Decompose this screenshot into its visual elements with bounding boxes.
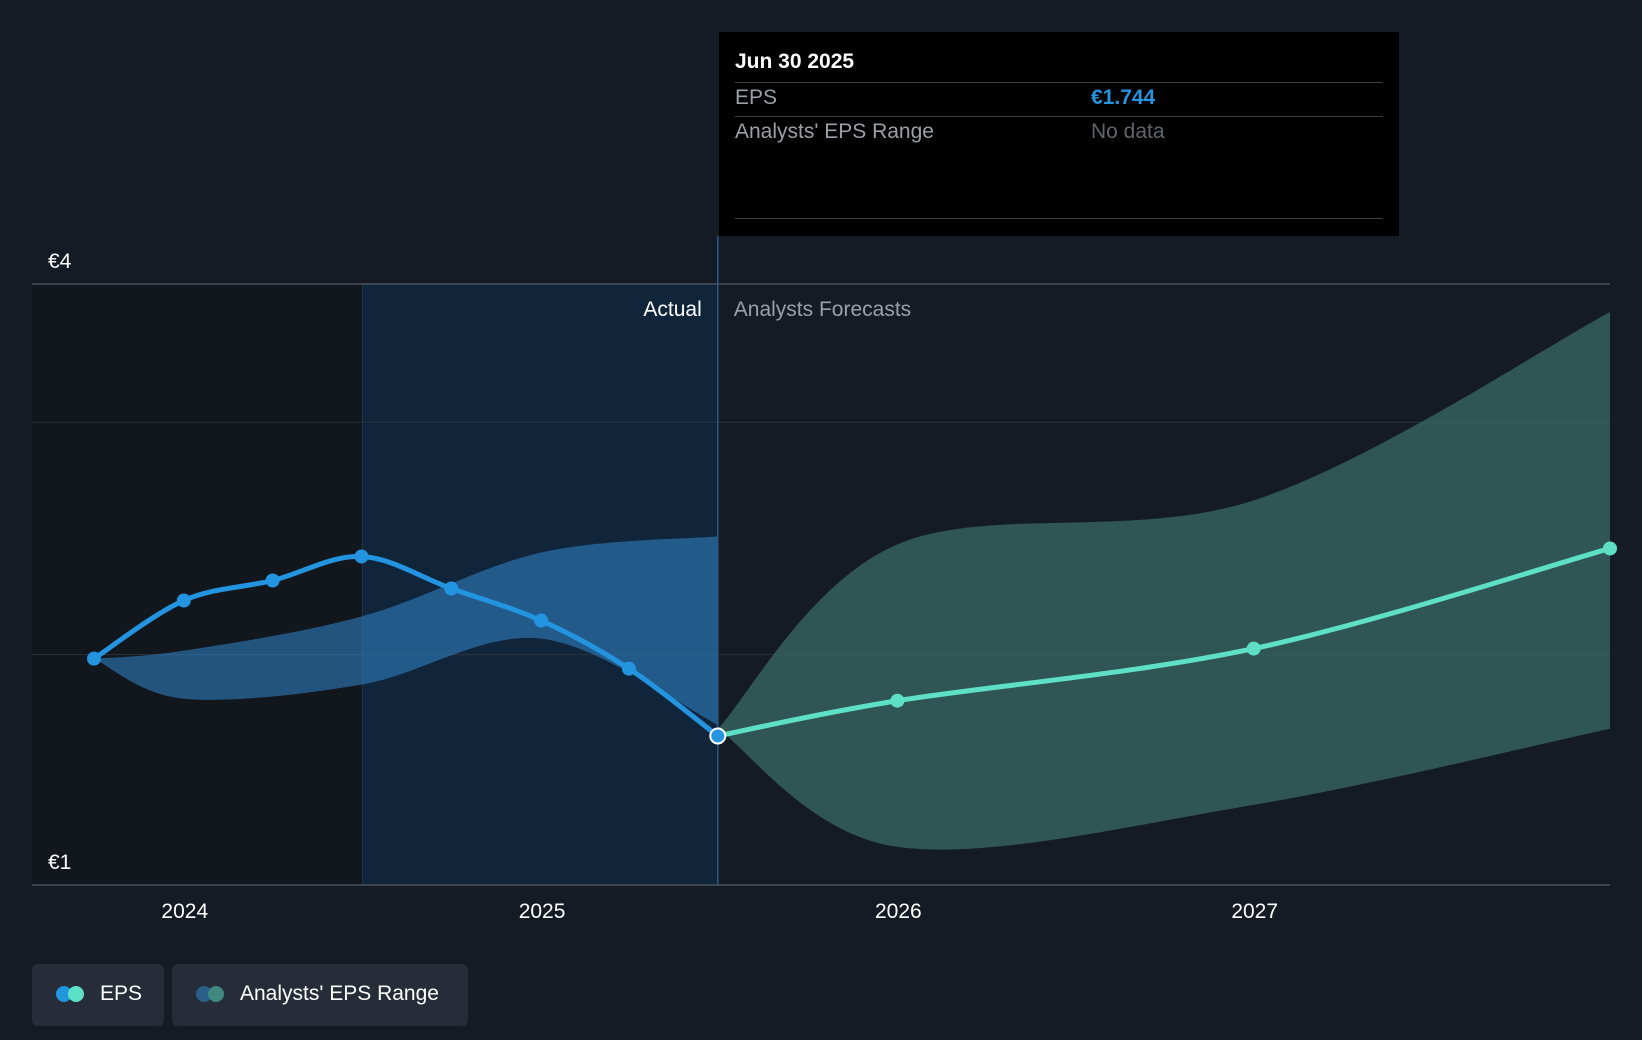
tooltip: Jun 30 2025 EPS €1.744 Analysts' EPS Ran… — [719, 32, 1399, 236]
data-point — [444, 581, 459, 596]
data-point — [621, 661, 636, 676]
legend-dot — [208, 986, 224, 1002]
data-point — [1246, 641, 1261, 656]
actual-range-band — [94, 536, 718, 725]
data-point — [354, 549, 369, 564]
tooltip-divider — [735, 116, 1383, 117]
data-point — [265, 573, 280, 588]
past-region — [32, 284, 363, 885]
data-point — [534, 613, 549, 628]
tooltip-divider — [735, 218, 1383, 219]
data-point — [87, 651, 101, 666]
highlighted-point — [709, 727, 727, 745]
range-legend-icon — [196, 986, 228, 1002]
legend-label: Analysts' EPS Range — [240, 982, 439, 1005]
legend-dot — [68, 986, 84, 1002]
tooltip-divider — [735, 82, 1383, 83]
y-tick-label: €4 — [48, 250, 72, 273]
forecast-range-band — [717, 312, 1610, 850]
tooltip-eps-label: EPS — [735, 86, 778, 109]
eps-forecast-line — [715, 545, 1613, 739]
legend-label: EPS — [100, 982, 143, 1005]
actual-label: Actual — [643, 298, 701, 321]
legend-item-range[interactable]: Analysts' EPS Range — [172, 964, 468, 1026]
eps-legend-icon — [56, 986, 88, 1002]
x-tick-label: 2024 — [161, 900, 208, 923]
forecast-label: Analysts Forecasts — [734, 298, 911, 321]
y-tick-label: €1 — [48, 851, 71, 874]
x-tick-label: 2027 — [1231, 900, 1278, 923]
data-point — [890, 693, 905, 708]
x-tick-label: 2026 — [875, 900, 922, 923]
data-point — [176, 593, 191, 608]
tooltip-range-value: No data — [1091, 120, 1165, 143]
tooltip-date: Jun 30 2025 — [735, 50, 855, 73]
tooltip-eps-value: €1.744 — [1091, 86, 1156, 109]
legend-item-eps[interactable]: EPS — [32, 964, 164, 1026]
data-point — [1603, 541, 1617, 556]
tooltip-range-label: Analysts' EPS Range — [735, 120, 934, 143]
x-tick-label: 2025 — [519, 900, 566, 923]
